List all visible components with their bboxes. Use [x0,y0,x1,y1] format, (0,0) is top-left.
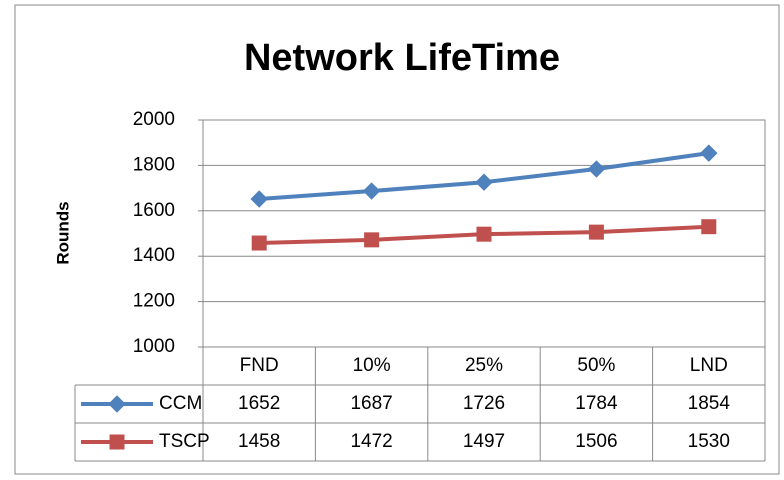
y-tick-label: 2000 [133,109,175,130]
y-tick-label: 1000 [133,336,175,357]
table-value: 1652 [238,393,280,414]
table-value: 1726 [463,393,505,414]
y-axis-title: Rounds [53,201,72,264]
point [250,190,268,208]
table-value: 1687 [350,393,392,414]
x-tick-label: LND [690,355,728,376]
point [700,144,718,162]
y-tick-label: 1200 [133,291,175,312]
point [251,235,267,251]
table-value: 1530 [688,431,730,452]
x-tick-label: 25% [465,355,503,376]
y-tick-label: 1800 [133,154,175,175]
point [587,160,606,178]
table-value: 1784 [575,393,618,414]
table-value: 1854 [688,393,731,414]
point [476,226,492,242]
table-value: 1472 [350,431,392,452]
chart-title: Network LifeTime [244,37,560,79]
x-tick-label: FND [240,355,279,376]
point [475,173,493,191]
x-tick-label: 10% [353,355,391,376]
legend-marker [109,434,125,450]
legend-label: TSCP [159,431,210,452]
legend-label: CCM [159,393,202,414]
point [364,232,380,248]
legend-marker [108,395,126,413]
x-tick-label: 50% [577,355,615,376]
point [362,182,381,200]
y-tick-label: 1600 [133,200,175,221]
point [701,219,717,235]
y-tick-label: 1400 [133,245,175,266]
table-value: 1458 [238,431,280,452]
table-value: 1506 [575,431,617,452]
table-value: 1497 [463,431,505,452]
point [588,224,604,240]
plot-border [202,119,766,348]
